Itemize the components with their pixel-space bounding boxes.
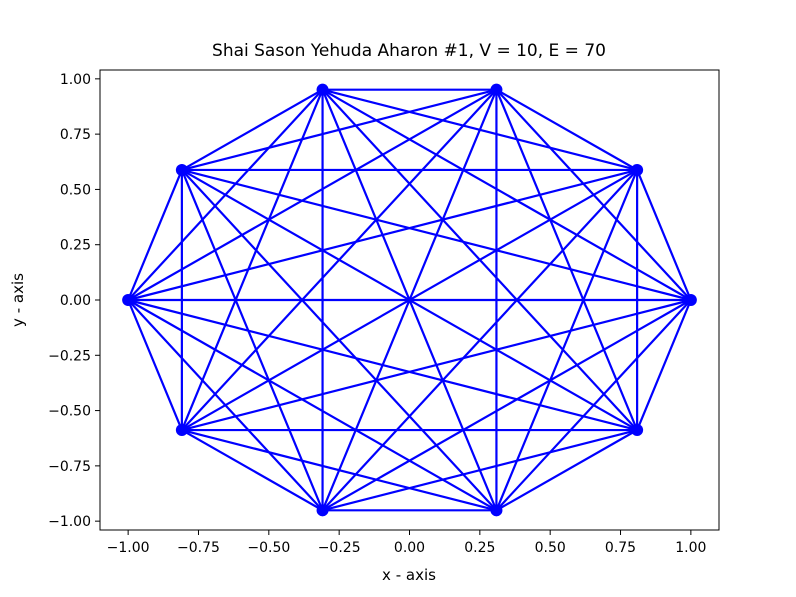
graph-edge bbox=[127, 169, 183, 301]
y-tick-label: 0.75 bbox=[60, 127, 91, 143]
y-tick-label: −1.00 bbox=[48, 514, 91, 530]
graph-edge bbox=[181, 428, 497, 512]
graph-edge bbox=[495, 169, 639, 511]
graph-edge bbox=[322, 428, 638, 512]
graph-node bbox=[316, 83, 329, 96]
graph-edge bbox=[181, 169, 638, 431]
y-tick-label: 0.50 bbox=[60, 182, 91, 198]
edges-layer bbox=[127, 88, 692, 512]
graph-edge bbox=[180, 169, 324, 511]
graph-edge bbox=[181, 88, 324, 171]
graph-node bbox=[490, 83, 503, 96]
x-tick-label: 0.25 bbox=[464, 540, 495, 556]
graph-node bbox=[490, 504, 503, 517]
graph-edge bbox=[495, 88, 638, 171]
graph-node bbox=[175, 424, 188, 437]
y-tick-label: 0.25 bbox=[60, 238, 91, 254]
graph-edge bbox=[636, 169, 692, 301]
graph-edge bbox=[322, 88, 692, 301]
graph-node bbox=[122, 294, 135, 306]
graph-node bbox=[175, 163, 188, 176]
graph-edge bbox=[322, 299, 692, 512]
x-tick-label: −0.75 bbox=[177, 540, 220, 556]
y-tick-label: −0.75 bbox=[48, 459, 91, 475]
y-tick-label: 1.00 bbox=[60, 72, 91, 88]
chart-title: Shai Sason Yehuda Aharon #1, V = 10, E =… bbox=[212, 41, 606, 61]
graph-edge bbox=[180, 89, 324, 431]
x-tick-label: −0.25 bbox=[318, 540, 361, 556]
x-tick-label: −1.00 bbox=[107, 540, 150, 556]
graph-edge bbox=[181, 429, 324, 512]
y-tick-label: −0.25 bbox=[48, 348, 91, 364]
x-tick-label: −0.50 bbox=[247, 540, 290, 556]
graph-node bbox=[684, 294, 697, 306]
y-axis-label: y - axis bbox=[9, 273, 27, 327]
graph-edge bbox=[127, 299, 497, 512]
x-tick-label: 0.50 bbox=[535, 540, 566, 556]
graph-edge bbox=[495, 429, 638, 512]
graph-edge bbox=[127, 299, 183, 431]
y-tick-label: 0.00 bbox=[60, 293, 91, 309]
graph-node bbox=[316, 504, 329, 517]
x-tick-label: 0.00 bbox=[394, 540, 425, 556]
nodes-layer bbox=[122, 83, 697, 517]
graph-edge bbox=[495, 89, 639, 431]
graph-edge bbox=[636, 299, 692, 431]
graph-node bbox=[631, 424, 644, 437]
graph-node bbox=[631, 163, 644, 176]
graph-edge bbox=[127, 298, 638, 432]
x-ticks: −1.00 −0.75 −0.50 −0.25 0.00 0.25 0.50 0.75 1.00 bbox=[107, 530, 706, 556]
graph-edge bbox=[321, 88, 638, 431]
graph-edge bbox=[127, 88, 497, 301]
x-tick-label: 0.75 bbox=[605, 540, 636, 556]
x-tick-label: 1.00 bbox=[675, 540, 706, 556]
graph-edge bbox=[127, 299, 324, 512]
x-axis-label: x - axis bbox=[382, 566, 436, 584]
y-tick-label: −0.50 bbox=[48, 404, 91, 420]
y-ticks: 1.00 0.75 0.50 0.25 0.00 −0.25 −0.50 −0.75 −1.00 bbox=[48, 72, 100, 530]
graph-edge bbox=[181, 169, 498, 512]
